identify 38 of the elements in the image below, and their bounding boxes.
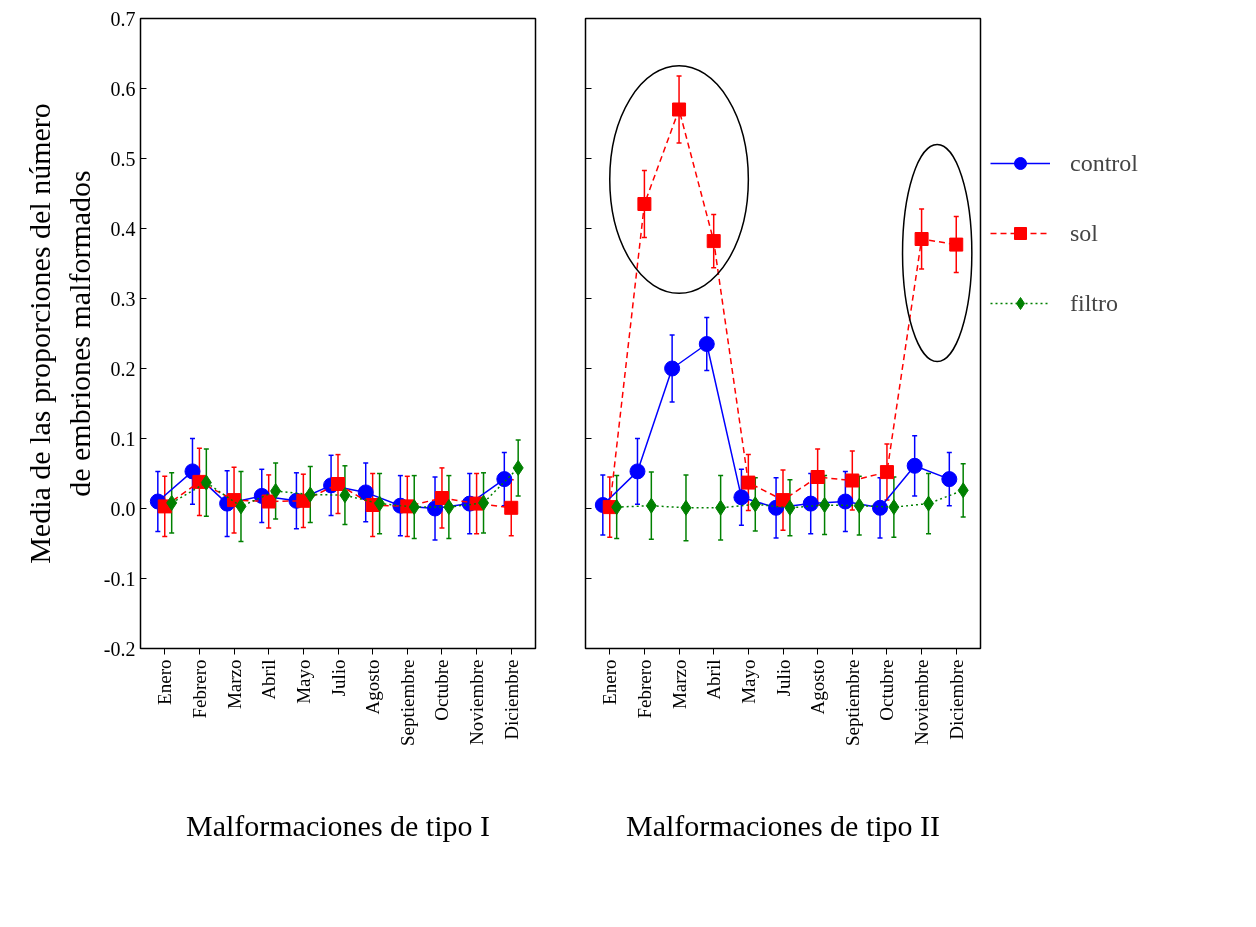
x-tick-label: Septiembre [841, 659, 863, 747]
y-tick-label: -0.1 [103, 567, 136, 590]
x-tick-label: Abril [703, 659, 725, 700]
x-tick-label: Noviembre [911, 659, 933, 745]
x-tick-label: Marzo [223, 659, 245, 710]
x-tick-label: Noviembre [466, 659, 488, 745]
y-axis-title: Media de las proporciones del número de embriones malformados [23, 103, 96, 564]
x-tick-label: Mayo [292, 659, 314, 704]
legend-label: filtro [1070, 289, 1118, 317]
x-tick-label: Octubre [876, 659, 898, 721]
x-tick-label: Julio [772, 659, 794, 697]
x-tick-label: Julio [327, 659, 349, 697]
x-tick-label: Enero [599, 659, 621, 705]
x-tick-label: Diciembre [945, 659, 967, 740]
x-tick-label: Enero [154, 659, 176, 705]
x-tick-label: Marzo [668, 659, 690, 710]
y-tick-label: 0.1 [110, 427, 136, 450]
x-tick-label: Abril [258, 659, 280, 700]
x-tick-label: Diciembre [500, 659, 522, 740]
y-tick-label: 0.4 [110, 217, 136, 240]
x-tick-label: Septiembre [396, 659, 418, 747]
x-tick-label: Febrero [188, 659, 210, 719]
x-tick-label: Octubre [431, 659, 453, 721]
x-tick-label: Mayo [737, 659, 759, 704]
y-tick-label: 0.0 [110, 497, 136, 520]
x-axis-title: Malformaciones de tipo I [185, 809, 491, 843]
x-tick-label: Febrero [633, 659, 655, 719]
y-tick-label: -0.2 [103, 637, 136, 660]
y-tick-label: 0.5 [110, 147, 136, 170]
x-tick-label: Agosto [807, 659, 829, 715]
y-tick-label: 0.7 [110, 7, 136, 30]
y-tick-label: 0.6 [110, 77, 136, 100]
y-tick-label: 0.2 [110, 357, 136, 380]
x-tick-label: Agosto [362, 659, 384, 715]
legend-label: control [1070, 149, 1138, 177]
y-tick-label: 0.3 [110, 287, 136, 310]
legend-label: sol [1070, 219, 1099, 247]
x-axis-title: Malformaciones de tipo II [625, 809, 941, 843]
